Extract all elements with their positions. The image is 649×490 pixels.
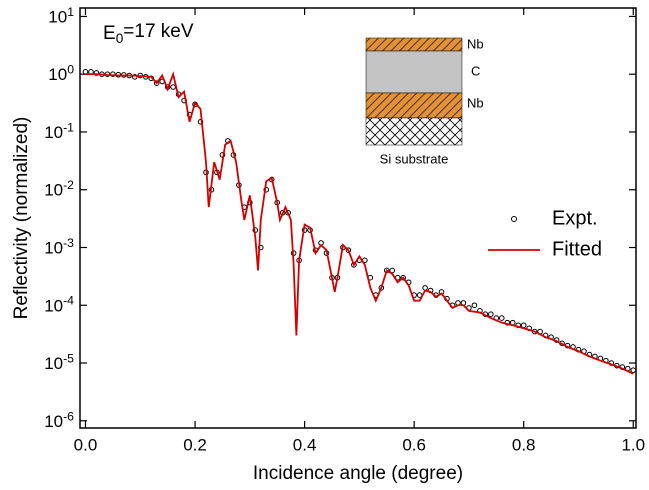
- data-point: [498, 315, 505, 321]
- data-point: [488, 311, 494, 318]
- x-axis-label: Incidence angle (degree): [253, 463, 463, 484]
- c-layer: [365, 50, 463, 94]
- annotation: E0=17 keV: [103, 21, 194, 45]
- y-tick-label: 10-6: [44, 410, 74, 432]
- y-tick-label: 10-3: [44, 236, 74, 258]
- data-point: [170, 84, 176, 90]
- x-tick-label: 0.0: [74, 435, 98, 454]
- inset-label: C: [471, 63, 480, 78]
- y-tick-label: 10-2: [44, 178, 74, 200]
- x-tick-label: 0.2: [183, 435, 207, 454]
- y-axis-label: Reflectivity (normalized): [11, 117, 32, 320]
- x-tick-label: 1.0: [621, 435, 645, 454]
- nb-layer: [365, 92, 463, 119]
- si-substrate: [365, 117, 463, 146]
- y-tick-label: 10-4: [44, 294, 74, 316]
- nb-layer: [365, 37, 463, 52]
- inset-label: Si substrate: [380, 151, 449, 166]
- x-tick-label: 0.6: [402, 435, 426, 454]
- fitted-line: [85, 71, 634, 375]
- data-point: [471, 302, 478, 309]
- legend-label: Fitted: [552, 238, 602, 260]
- y-tick-label: 10-1: [44, 121, 74, 143]
- inset-label: Nb: [467, 36, 484, 51]
- x-tick-label: 0.8: [512, 435, 536, 454]
- legend-marker: [511, 216, 517, 222]
- inset-label: Nb: [467, 95, 484, 110]
- inset-diagram: Nb C Nb Si substrate: [365, 36, 484, 166]
- data-point: [82, 69, 89, 75]
- x-tick-label: 0.4: [293, 435, 317, 454]
- plot-frame: [79, 7, 637, 429]
- y-tick-label: 10-5: [44, 352, 74, 374]
- data-point: [422, 285, 428, 291]
- data-point: [630, 367, 637, 374]
- legend-label: Expt.: [552, 207, 598, 229]
- y-tick-label: 100: [48, 63, 74, 85]
- y-tick-label: 101: [48, 5, 74, 27]
